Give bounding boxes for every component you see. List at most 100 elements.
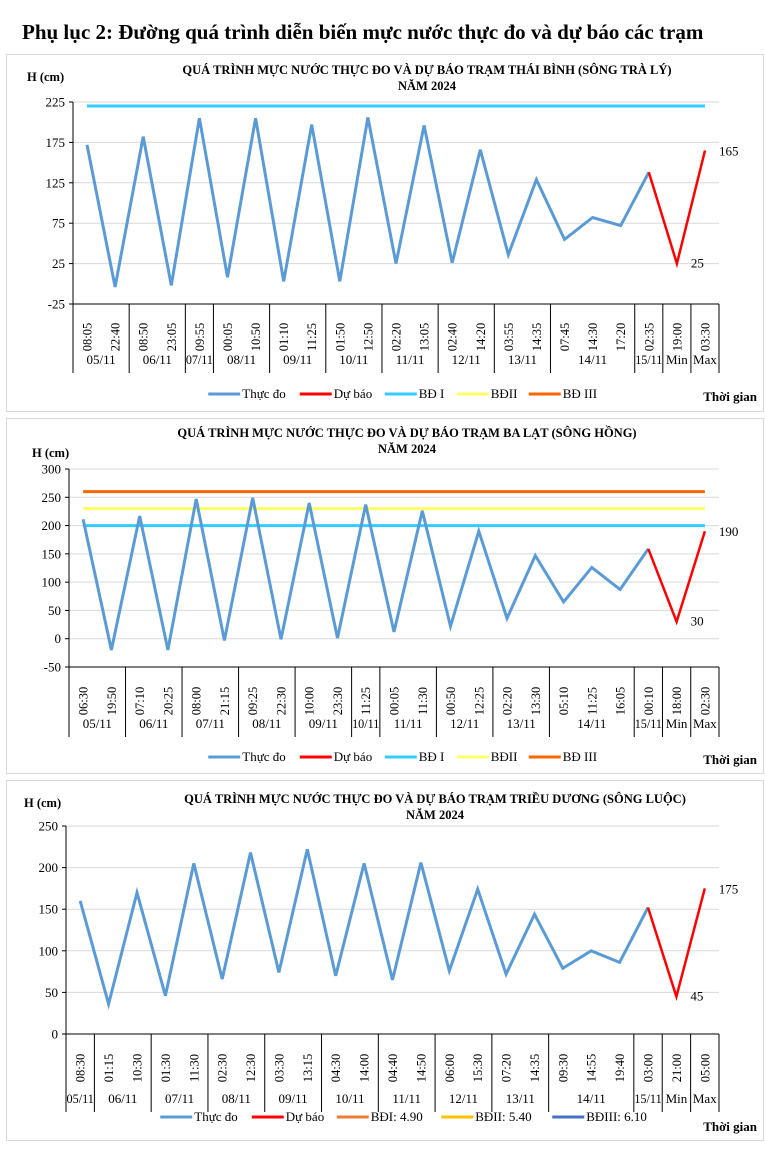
x-time-label: 13:15 xyxy=(301,1054,315,1082)
x-time-label: 09:30 xyxy=(556,1054,570,1082)
x-date-label: 12/11 xyxy=(452,352,481,367)
x-time-label: 13:05 xyxy=(418,323,432,351)
data-label: 190 xyxy=(719,524,739,539)
x-time-label: 01:50 xyxy=(333,323,347,351)
legend-label: Thực đo xyxy=(194,1109,238,1124)
x-time-label: 14:35 xyxy=(530,323,544,351)
data-label: 175 xyxy=(719,881,739,896)
x-time-label: 19:50 xyxy=(105,687,119,715)
chart-trieu-duong-svg: QUÁ TRÌNH MỰC NƯỚC THỰC ĐO VÀ DỰ BÁO TRẠ… xyxy=(24,791,758,1134)
chart-trieu-duong: QUÁ TRÌNH MỰC NƯỚC THỰC ĐO VÀ DỰ BÁO TRẠ… xyxy=(6,780,764,1141)
x-time-label: 23:05 xyxy=(165,323,179,351)
legend-label: BĐII: 5.40 xyxy=(475,1109,531,1124)
x-date-label: 09/11 xyxy=(309,716,338,731)
x-date-label: 06/11 xyxy=(139,716,168,731)
x-date-label: 15/11 xyxy=(635,352,662,367)
legend-label: Dự báo xyxy=(334,386,372,401)
x-time-label: 13:30 xyxy=(529,687,543,715)
legend-label: Thực đo xyxy=(242,749,286,764)
x-time-label: 09:55 xyxy=(193,323,207,351)
x-date-label: 15/11 xyxy=(635,716,662,731)
x-time-label: 06:00 xyxy=(443,1054,457,1082)
x-date-label: Min xyxy=(666,716,688,731)
x-time-label: 00:05 xyxy=(388,687,402,715)
x-time-label: 14:55 xyxy=(585,1054,599,1082)
x-time-label: 07:20 xyxy=(500,1054,514,1082)
series-forecast-line xyxy=(647,530,707,626)
y-tick-label: 175 xyxy=(46,135,66,150)
legend-label: BĐIII: 6.10 xyxy=(586,1109,647,1124)
x-time-label: 11:25 xyxy=(359,687,373,715)
chart-title-year: NĂM 2024 xyxy=(398,79,457,93)
x-axis-label: Thời gian xyxy=(703,752,758,767)
legend-label: Thực đo xyxy=(242,386,286,401)
x-time-label: 00:05 xyxy=(221,323,235,351)
x-time-label: 02:20 xyxy=(501,687,515,715)
data-label: 25 xyxy=(691,256,704,271)
x-time-label: 23:30 xyxy=(331,687,345,715)
y-tick-label: 100 xyxy=(39,943,59,958)
x-time-label: 08:05 xyxy=(81,323,95,351)
chart-title: QUÁ TRÌNH MỰC NƯỚC THỰC ĐO VÀ DỰ BÁO TRẠ… xyxy=(182,63,671,77)
chart-title-year: NĂM 2024 xyxy=(378,442,437,456)
y-tick-label: -50 xyxy=(44,660,61,675)
x-time-label: 07:45 xyxy=(558,323,572,351)
x-date-label: 12/11 xyxy=(449,1091,478,1106)
x-time-label: 02:40 xyxy=(446,323,460,351)
legend-label: BĐII xyxy=(491,386,518,401)
y-axis-label: H (cm) xyxy=(32,446,69,460)
x-axis-label: Thời gian xyxy=(703,1119,758,1134)
x-time-label: 08:00 xyxy=(190,687,204,715)
x-time-label: 14:50 xyxy=(414,1054,428,1082)
x-date-label: 06/11 xyxy=(143,352,172,367)
x-date-label: 11/11 xyxy=(396,352,425,367)
y-tick-label: 0 xyxy=(55,631,62,646)
x-time-label: 14:35 xyxy=(528,1054,542,1082)
y-tick-label: 150 xyxy=(39,902,59,917)
x-time-label: 01:10 xyxy=(277,323,291,351)
legend-label: BĐ III xyxy=(563,386,597,401)
y-tick-label: 250 xyxy=(39,819,59,834)
x-time-label: 12:25 xyxy=(472,687,486,715)
chart-title: QUÁ TRÌNH MỰC NƯỚC THỰC ĐO VÀ DỰ BÁO TRẠ… xyxy=(177,425,636,440)
x-time-label: 03:30 xyxy=(698,323,712,351)
legend-label: BĐ I xyxy=(419,386,445,401)
x-date-label: Min xyxy=(666,352,688,367)
x-time-label: 12:50 xyxy=(361,323,375,351)
x-axis-label: Thời gian xyxy=(703,389,758,404)
x-time-label: 14:30 xyxy=(586,323,600,351)
x-date-label: 09/11 xyxy=(279,1091,308,1106)
legend-label: Dự báo xyxy=(334,749,372,764)
x-date-label: Min xyxy=(666,1091,688,1106)
x-time-label: 02:35 xyxy=(642,323,656,351)
x-date-label: 11/11 xyxy=(394,716,423,731)
x-time-label: 02:20 xyxy=(390,323,404,351)
x-date-label: 10/11 xyxy=(335,1091,364,1106)
y-tick-label: 300 xyxy=(42,462,62,477)
y-tick-label: 225 xyxy=(46,95,66,110)
x-date-label: 07/11 xyxy=(186,352,213,367)
x-date-label: Max xyxy=(693,1091,717,1106)
x-time-label: 21:15 xyxy=(218,687,232,715)
x-date-label: 05/11 xyxy=(83,716,112,731)
x-time-label: 09:25 xyxy=(246,687,260,715)
x-date-label: 07/11 xyxy=(165,1091,194,1106)
x-time-label: 10:00 xyxy=(303,687,317,715)
x-date-label: 09/11 xyxy=(283,352,312,367)
x-time-label: 04:30 xyxy=(329,1054,343,1082)
y-axis-label: H (cm) xyxy=(27,70,64,84)
x-time-label: 03:55 xyxy=(502,323,516,351)
series-observed-line xyxy=(78,848,650,1010)
x-date-label: Max xyxy=(693,352,717,367)
legend-label: BĐ I xyxy=(419,749,445,764)
x-date-label: 08/11 xyxy=(252,716,281,731)
x-time-label: 08:50 xyxy=(137,323,151,351)
x-time-label: 11:25 xyxy=(305,323,319,351)
x-time-label: 05:10 xyxy=(557,687,571,715)
y-axis-label: H (cm) xyxy=(24,796,61,810)
x-time-label: 10:50 xyxy=(249,323,263,351)
x-time-label: 12:30 xyxy=(244,1054,258,1082)
x-time-label: 03:30 xyxy=(272,1054,286,1082)
x-time-label: 03:00 xyxy=(642,1054,656,1082)
x-date-label: 14/11 xyxy=(578,352,607,367)
